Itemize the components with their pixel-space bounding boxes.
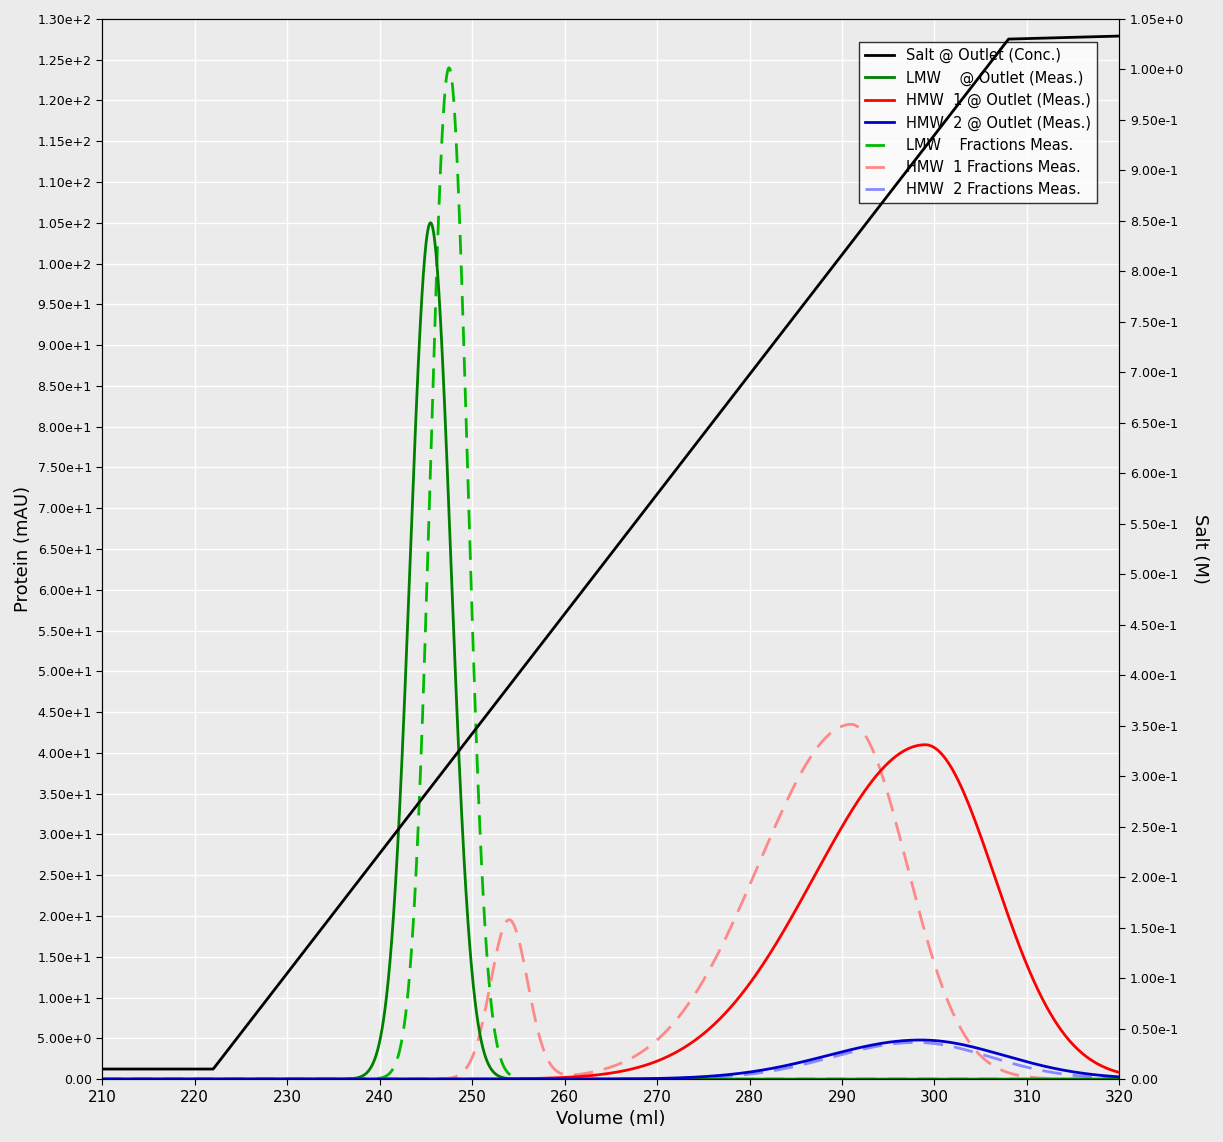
- HMW  1 Fractions Meas.: [854, 723, 868, 737]
- HMW  1 @ Outlet (Meas.): [932, 745, 947, 758]
- HMW  1 @ Outlet (Meas.): [483, 1072, 498, 1086]
- Y-axis label: Salt (M): Salt (M): [1191, 514, 1210, 584]
- LMW    @ Outlet (Meas.): [757, 1072, 772, 1086]
- HMW  1 Fractions Meas.: [756, 845, 770, 859]
- HMW  1 Fractions Meas.: [483, 974, 498, 988]
- HMW  2 @ Outlet (Meas.): [704, 1069, 719, 1083]
- Y-axis label: Protein (mAU): Protein (mAU): [13, 486, 32, 612]
- LMW    @ Outlet (Meas.): [423, 216, 438, 230]
- HMW  1 Fractions Meas.: [844, 717, 859, 731]
- LMW    @ Outlet (Meas.): [932, 1072, 947, 1086]
- LMW    Fractions Meas.: [442, 61, 456, 74]
- Salt @ Outlet (Conc.): [756, 349, 770, 363]
- Salt @ Outlet (Conc.): [854, 223, 868, 236]
- HMW  1 Fractions Meas.: [95, 1072, 110, 1086]
- HMW  2 @ Outlet (Meas.): [756, 1063, 770, 1077]
- LMW    Fractions Meas.: [95, 1072, 110, 1086]
- HMW  2 @ Outlet (Meas.): [95, 1072, 110, 1086]
- HMW  2 Fractions Meas.: [95, 1072, 110, 1086]
- LMW    @ Outlet (Meas.): [484, 1062, 499, 1076]
- Line: HMW  2 @ Outlet (Meas.): HMW 2 @ Outlet (Meas.): [103, 1040, 1119, 1079]
- Line: Salt @ Outlet (Conc.): Salt @ Outlet (Conc.): [103, 37, 1119, 1069]
- HMW  2 Fractions Meas.: [483, 1072, 498, 1086]
- Salt @ Outlet (Conc.): [931, 123, 945, 137]
- Line: HMW  1 Fractions Meas.: HMW 1 Fractions Meas.: [103, 724, 1119, 1079]
- HMW  2 @ Outlet (Meas.): [280, 1072, 295, 1086]
- Line: HMW  1 @ Outlet (Meas.): HMW 1 @ Outlet (Meas.): [103, 745, 1119, 1079]
- LMW    Fractions Meas.: [484, 996, 499, 1010]
- LMW    @ Outlet (Meas.): [854, 1072, 868, 1086]
- Salt @ Outlet (Conc.): [95, 1062, 110, 1076]
- HMW  1 @ Outlet (Meas.): [854, 789, 868, 803]
- LMW    Fractions Meas.: [706, 1072, 720, 1086]
- LMW    Fractions Meas.: [854, 1072, 868, 1086]
- HMW  1 @ Outlet (Meas.): [95, 1072, 110, 1086]
- HMW  1 Fractions Meas.: [1112, 1072, 1126, 1086]
- HMW  1 Fractions Meas.: [280, 1072, 295, 1086]
- HMW  2 Fractions Meas.: [704, 1070, 719, 1084]
- LMW    @ Outlet (Meas.): [706, 1072, 720, 1086]
- HMW  2 @ Outlet (Meas.): [932, 1034, 947, 1047]
- X-axis label: Volume (ml): Volume (ml): [556, 1110, 665, 1128]
- HMW  2 Fractions Meas.: [280, 1072, 295, 1086]
- Salt @ Outlet (Conc.): [483, 702, 498, 716]
- LMW    Fractions Meas.: [757, 1072, 772, 1086]
- Legend: Salt @ Outlet (Conc.), LMW    @ Outlet (Meas.), HMW  1 @ Outlet (Meas.), HMW  2 : Salt @ Outlet (Conc.), LMW @ Outlet (Mea…: [860, 42, 1097, 203]
- Line: LMW    @ Outlet (Meas.): LMW @ Outlet (Meas.): [103, 223, 1119, 1079]
- HMW  1 @ Outlet (Meas.): [918, 738, 933, 751]
- HMW  1 @ Outlet (Meas.): [280, 1072, 295, 1086]
- Salt @ Outlet (Conc.): [1112, 30, 1126, 43]
- HMW  1 @ Outlet (Meas.): [1112, 1065, 1126, 1079]
- Line: LMW    Fractions Meas.: LMW Fractions Meas.: [103, 67, 1119, 1079]
- HMW  2 Fractions Meas.: [854, 1043, 868, 1056]
- LMW    @ Outlet (Meas.): [95, 1072, 110, 1086]
- LMW    Fractions Meas.: [280, 1072, 295, 1086]
- LMW    @ Outlet (Meas.): [280, 1072, 295, 1086]
- HMW  2 Fractions Meas.: [909, 1036, 923, 1049]
- HMW  2 Fractions Meas.: [1112, 1071, 1126, 1085]
- HMW  1 Fractions Meas.: [932, 970, 947, 983]
- Salt @ Outlet (Conc.): [280, 966, 295, 980]
- LMW    @ Outlet (Meas.): [1112, 1072, 1126, 1086]
- HMW  1 @ Outlet (Meas.): [756, 956, 770, 970]
- HMW  2 @ Outlet (Meas.): [1112, 1070, 1126, 1084]
- Salt @ Outlet (Conc.): [704, 416, 719, 429]
- LMW    Fractions Meas.: [1112, 1072, 1126, 1086]
- HMW  1 Fractions Meas.: [704, 958, 719, 972]
- Line: HMW  2 Fractions Meas.: HMW 2 Fractions Meas.: [103, 1043, 1119, 1079]
- HMW  1 @ Outlet (Meas.): [704, 1020, 719, 1034]
- HMW  2 @ Outlet (Meas.): [914, 1034, 928, 1047]
- LMW    Fractions Meas.: [932, 1072, 947, 1086]
- HMW  2 Fractions Meas.: [932, 1037, 947, 1051]
- HMW  2 @ Outlet (Meas.): [483, 1072, 498, 1086]
- HMW  2 Fractions Meas.: [756, 1065, 770, 1079]
- HMW  2 @ Outlet (Meas.): [854, 1040, 868, 1054]
